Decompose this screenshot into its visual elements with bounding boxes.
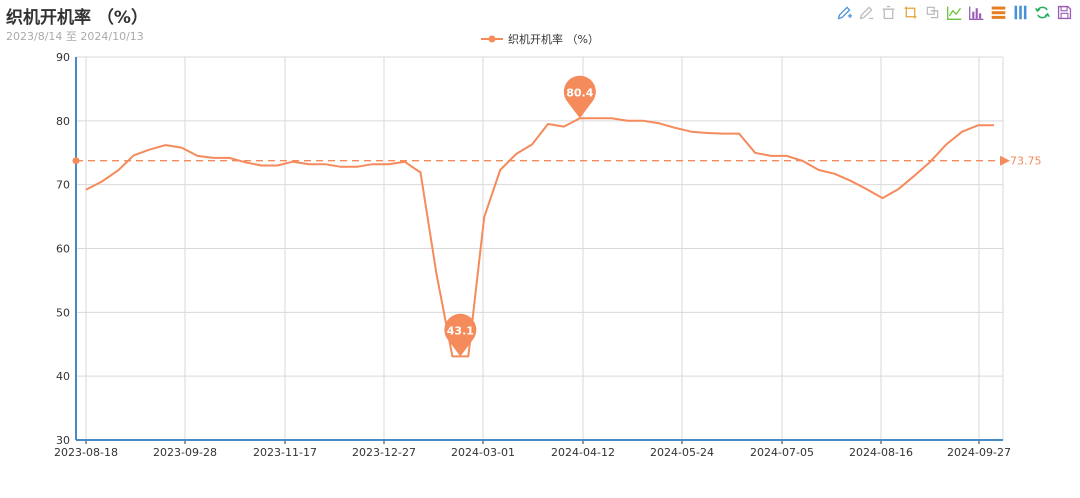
average-line-start: [72, 157, 80, 165]
y-tick-label: 70: [56, 179, 70, 192]
average-value-label: 73.75: [1010, 155, 1042, 168]
y-tick-label: 80: [56, 115, 70, 128]
clear-icon[interactable]: [879, 3, 898, 22]
max-mark-pin: [563, 75, 596, 119]
x-tick-label: 2024-03-01: [451, 446, 515, 459]
min-mark-pin: [444, 313, 477, 357]
x-tick-label: 2024-09-27: [947, 446, 1011, 459]
x-tick-label: 2024-07-05: [750, 446, 814, 459]
x-tick-label: 2024-08-16: [849, 446, 913, 459]
x-tick-label: 2024-05-24: [650, 446, 714, 459]
chart-title: 织机开机率 （%）: [6, 8, 148, 28]
x-tick-label: 2023-08-18: [54, 446, 118, 459]
chart-subtitle: 2023/8/14 至 2024/10/13: [6, 30, 144, 43]
restore-icon[interactable]: [1033, 3, 1052, 22]
toolbox: [835, 3, 1074, 22]
x-tick-label: 2024-04-12: [551, 446, 615, 459]
stack-icon[interactable]: [989, 3, 1008, 22]
area-zoom-icon[interactable]: [901, 3, 920, 22]
legend-label: 织机开机率 （%）: [508, 33, 599, 46]
y-tick-label: 90: [56, 51, 70, 64]
y-tick-label: 60: [56, 243, 70, 256]
mark-line-icon[interactable]: [835, 3, 854, 22]
x-tick-label: 2023-11-17: [253, 446, 317, 459]
line-chart-icon[interactable]: [945, 3, 964, 22]
y-tick-label: 50: [56, 306, 70, 319]
series-line: [85, 117, 994, 358]
y-tick-label: 30: [56, 434, 70, 447]
chart-legend[interactable]: 织机开机率 （%）: [0, 31, 1080, 47]
y-tick-label: 40: [56, 370, 70, 383]
eraser-icon[interactable]: [857, 3, 876, 22]
min-mark-pin-label: 43.1: [447, 324, 474, 337]
zoom-reset-icon[interactable]: [923, 3, 942, 22]
max-mark-pin-label: 80.4: [566, 86, 593, 99]
x-tick-label: 2023-09-28: [153, 446, 217, 459]
save-image-icon[interactable]: [1055, 3, 1074, 22]
x-tick-label: 2023-12-27: [352, 446, 416, 459]
average-line-arrow: [1000, 155, 1010, 166]
legend-line-icon: [481, 35, 504, 43]
tiled-icon[interactable]: [1011, 3, 1030, 22]
bar-chart-icon[interactable]: [967, 3, 986, 22]
